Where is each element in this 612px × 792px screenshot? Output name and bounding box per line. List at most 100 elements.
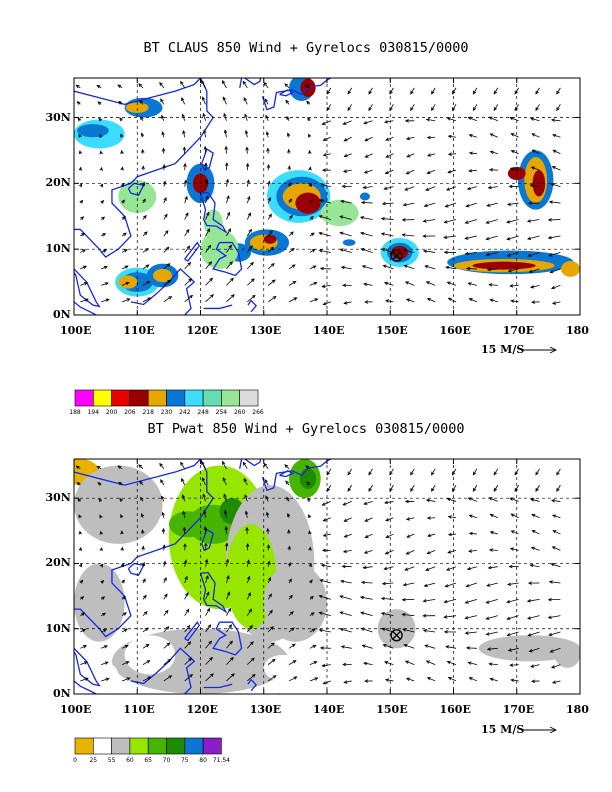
- wind-arrow-head: [384, 551, 389, 555]
- wind-arrow-head: [321, 284, 326, 289]
- wind-arrow: [340, 580, 352, 584]
- wind-arrow: [121, 216, 126, 220]
- wind-arrow-head: [467, 661, 472, 665]
- wind-arrow: [120, 514, 123, 518]
- gyre-location-marker: [390, 249, 403, 262]
- wind-arrow-head: [340, 265, 345, 270]
- wind-arrow-head: [385, 154, 390, 158]
- wind-arrow-head: [447, 676, 452, 681]
- wind-arrow: [531, 133, 540, 138]
- wind-arrow-head: [185, 592, 189, 597]
- wind-arrow-head: [203, 129, 207, 134]
- wind-arrow-head: [309, 579, 313, 584]
- wind-arrow-head: [339, 248, 344, 252]
- wind-arrow: [76, 465, 81, 470]
- wind-arrow-head: [124, 645, 129, 649]
- wind-arrow: [531, 547, 540, 551]
- wind-arrow-head: [363, 550, 368, 554]
- wind-arrow: [247, 295, 256, 303]
- wind-arrow-head: [552, 514, 557, 518]
- wind-arrow-head: [249, 245, 253, 250]
- wind-arrow: [101, 249, 107, 253]
- wind-arrow: [427, 677, 436, 682]
- wind-arrow: [141, 513, 144, 518]
- wind-arrow-head: [144, 247, 149, 252]
- wind-arrow: [246, 212, 251, 220]
- pwat-scale-label: 15 M/S: [481, 723, 525, 736]
- wind-arrow-head: [326, 90, 331, 95]
- wind-arrow-head: [286, 132, 291, 137]
- field-blob: [289, 459, 321, 499]
- wind-arrow-head: [550, 499, 556, 503]
- wind-arrow-head: [342, 283, 347, 288]
- wind-arrow-head: [164, 609, 169, 614]
- wind-arrow: [556, 104, 561, 111]
- wind-arrow: [363, 120, 373, 124]
- lon-tick-label: 130E: [249, 703, 282, 716]
- colorbar-label: 0: [73, 757, 77, 764]
- wind-arrow-head: [488, 548, 493, 552]
- field-blob: [115, 267, 160, 297]
- wind-arrow-head: [405, 551, 410, 555]
- wind-arrow: [80, 216, 84, 220]
- wind-arrow-head: [165, 626, 170, 630]
- wind-arrow: [556, 468, 561, 475]
- field-blob: [263, 654, 302, 681]
- wind-arrow-head: [535, 90, 539, 95]
- wind-arrow-head: [443, 615, 448, 619]
- wind-arrow-head: [347, 90, 351, 95]
- wind-arrow-head: [431, 487, 435, 492]
- coastline: [239, 78, 262, 88]
- wind-arrow: [360, 216, 373, 220]
- wind-arrow: [487, 582, 498, 587]
- wind-arrow: [78, 514, 81, 518]
- wind-arrow-head: [403, 264, 408, 268]
- wind-arrow-head: [446, 117, 451, 121]
- wind-arrow: [101, 282, 109, 286]
- wind-arrow: [472, 468, 478, 475]
- wind-arrow-head: [341, 184, 346, 189]
- colorbar-label: 254: [215, 409, 228, 416]
- wind-arrow-head: [443, 235, 448, 239]
- wind-arrow-head: [230, 656, 234, 661]
- wind-arrow: [552, 149, 561, 155]
- wind-arrow-head: [121, 199, 125, 204]
- wind-arrow: [444, 219, 457, 223]
- lat-tick-label: 30N: [45, 110, 71, 124]
- wind-arrow: [205, 261, 212, 270]
- wind-arrow-head: [422, 599, 427, 603]
- wind-arrow: [288, 643, 296, 649]
- coastline: [184, 621, 201, 642]
- wind-arrow: [101, 661, 109, 666]
- wind-arrow-head: [343, 518, 348, 522]
- wind-arrow: [344, 153, 352, 157]
- wind-arrow: [205, 608, 210, 616]
- coastline: [74, 78, 214, 258]
- wind-arrow-head: [141, 561, 146, 566]
- wind-arrow: [267, 659, 276, 665]
- wind-arrow: [364, 550, 373, 554]
- wind-arrow-head: [266, 147, 270, 152]
- wind-arrow: [510, 117, 519, 122]
- wind-arrow: [265, 495, 269, 502]
- wind-arrow: [319, 629, 331, 633]
- wind-arrow: [467, 186, 478, 190]
- wind-arrow-head: [186, 624, 191, 629]
- field-blob: [187, 504, 239, 544]
- field-blob: [554, 641, 580, 668]
- wind-arrow: [285, 480, 290, 486]
- wind-arrow: [340, 232, 352, 237]
- wind-arrow: [344, 517, 352, 522]
- wind-arrow-head: [309, 595, 314, 600]
- wind-arrow: [142, 595, 147, 600]
- wind-arrow-head: [146, 660, 151, 664]
- wind-arrow: [267, 296, 277, 303]
- wind-arrow-head: [204, 542, 208, 547]
- wind-arrow-head: [342, 121, 347, 125]
- wind-arrow: [448, 153, 457, 155]
- wind-arrow: [142, 231, 148, 237]
- wind-arrow: [163, 577, 167, 584]
- field-blob: [282, 183, 321, 210]
- wind-arrow-head: [223, 493, 227, 498]
- wind-arrow-head: [119, 497, 123, 502]
